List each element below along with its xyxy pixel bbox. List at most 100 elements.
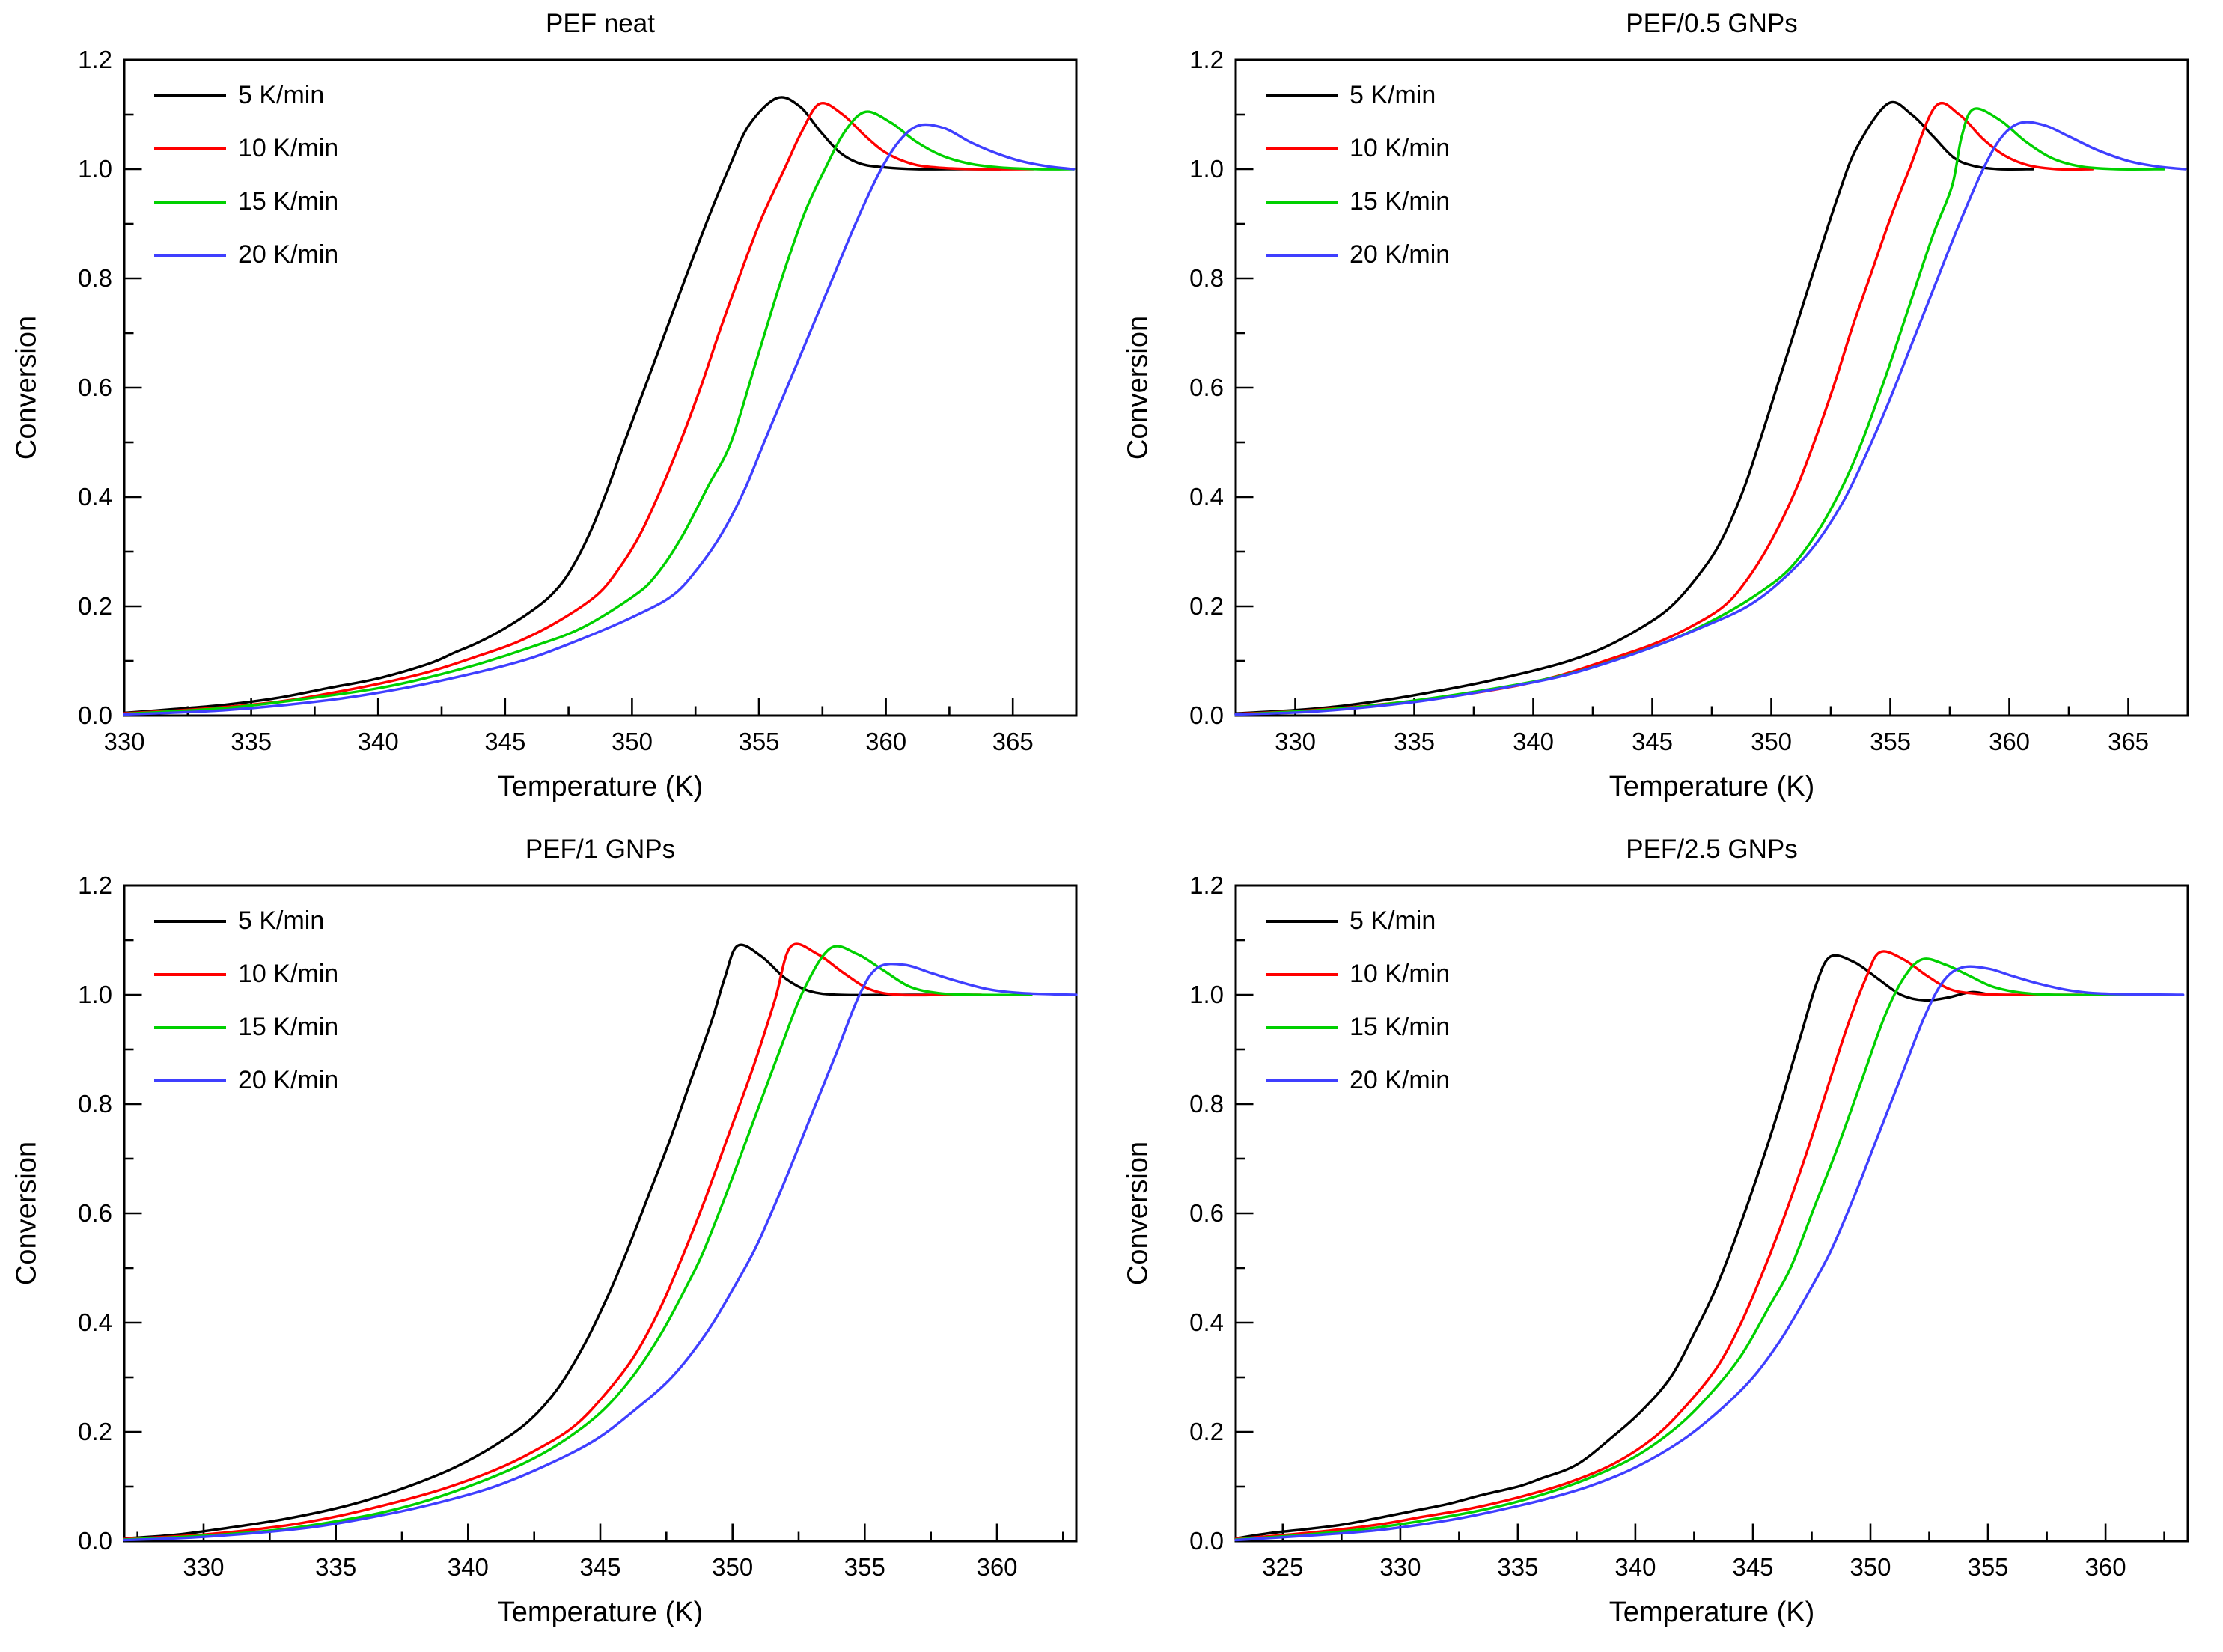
svg-text:0.8: 0.8 [1189,264,1224,292]
svg-text:1.0: 1.0 [1189,981,1224,1008]
chart-panel-pef-1-gnps: PEF/1 GNPs 330 335 340 345 350 355 360 0.0 0.2 0.… [0,826,1112,1651]
y-axis-label: Conversion [10,1141,43,1286]
svg-text:0.6: 0.6 [1189,374,1224,401]
svg-text:0.2: 0.2 [78,1418,112,1445]
legend-label: 20 K/min [1350,1066,1451,1094]
legend-item: 20 K/min [1266,1054,1450,1107]
chart-title: PEF/1 GNPs [525,835,676,864]
svg-text:0.6: 0.6 [78,1199,112,1227]
svg-text:340: 340 [358,728,399,755]
svg-text:0.4: 0.4 [1189,483,1224,510]
y-axis-label: Conversion [1122,1141,1154,1286]
svg-text:335: 335 [1497,1553,1538,1581]
svg-text:0.2: 0.2 [1189,1418,1224,1445]
legend-line-swatch [154,253,226,257]
chart-pef-25-gnps-plot: 325 330 335 340 345 350 355 360 0.0 0.2 0.4 0.6 0.8 1… [1189,871,2189,1581]
svg-text:335: 335 [231,728,272,755]
svg-text:360: 360 [865,728,906,755]
legend-label: 20 K/min [1350,240,1451,269]
chart-pef-05-gnps-plot: 330 335 340 345 350 355 360 365 0.0 0.2 0.4 0.6 0.8 1… [1189,46,2189,755]
svg-text:0.4: 0.4 [1189,1308,1224,1336]
svg-text:1.2: 1.2 [1189,46,1224,73]
svg-text:345: 345 [484,728,525,755]
svg-text:335: 335 [1394,728,1435,755]
y-axis-label: Conversion [1122,315,1154,460]
svg-text:345: 345 [1732,1553,1773,1581]
chart-panel-pef-neat: PEF neat 330 335 340 345 350 355 360 365 0.0 0.2 0… [0,0,1112,826]
legend-item: 20 K/min [154,228,338,281]
legend-label: 15 K/min [238,187,339,216]
svg-text:0.0: 0.0 [78,1527,112,1555]
legend-line-swatch [154,1025,226,1029]
svg-text:340: 340 [448,1553,489,1581]
svg-text:350: 350 [712,1553,753,1581]
svg-text:330: 330 [103,728,144,755]
legend-line-swatch [1266,972,1338,976]
svg-text:1.0: 1.0 [1189,155,1224,183]
svg-text:340: 340 [1614,1553,1656,1581]
svg-text:0.2: 0.2 [78,592,112,620]
legend-item: 20 K/min [1266,228,1450,281]
svg-text:350: 350 [1751,728,1792,755]
svg-text:0.0: 0.0 [78,701,112,729]
svg-text:345: 345 [1632,728,1673,755]
legend-line-swatch [154,972,226,976]
svg-text:0.0: 0.0 [1189,1527,1224,1555]
svg-text:1.0: 1.0 [78,981,112,1008]
legend-item: 10 K/min [1266,122,1450,175]
legend-label: 5 K/min [1350,906,1436,935]
legend-label: 5 K/min [1350,81,1436,109]
legend-label: 10 K/min [238,134,339,162]
chart-pef-neat-plot: 330 335 340 345 350 355 360 365 0.0 0.2 0.4 0.6 0.8 1… [78,46,1078,755]
svg-text:355: 355 [1870,728,1911,755]
chart-pef-1-gnps-plot: 330 335 340 345 350 355 360 0.0 0.2 0.4 0.6 0.8 1.0 1… [78,871,1078,1581]
legend-label: 20 K/min [238,240,339,269]
x-axis-label: Temperature (K) [497,1597,704,1628]
legend-line-swatch [1266,200,1338,204]
x-axis-label: Temperature (K) [1608,771,1815,802]
legend-label: 5 K/min [238,81,325,109]
legend: 5 K/min 10 K/min 15 K/min 20 K/min [1266,69,1450,281]
svg-text:330: 330 [1275,728,1316,755]
chart-title: PEF/0.5 GNPs [1626,9,1798,38]
legend-label: 10 K/min [1350,134,1451,162]
legend-line-swatch [1266,147,1338,150]
legend: 5 K/min 10 K/min 15 K/min 20 K/min [154,894,338,1107]
svg-text:335: 335 [315,1553,356,1581]
legend-label: 15 K/min [238,1013,339,1041]
svg-text:1.2: 1.2 [1189,871,1224,899]
legend-item: 10 K/min [154,122,338,175]
y-axis-label: Conversion [10,315,43,460]
legend-item: 15 K/min [1266,175,1450,228]
svg-text:365: 365 [992,728,1034,755]
legend-label: 5 K/min [238,906,325,935]
svg-text:360: 360 [976,1553,1017,1581]
svg-text:1.0: 1.0 [78,155,112,183]
legend-line-swatch [154,919,226,923]
legend-line-swatch [154,1079,226,1082]
svg-text:0.8: 0.8 [78,1090,112,1118]
svg-text:355: 355 [1967,1553,2008,1581]
legend-label: 10 K/min [1350,960,1451,988]
legend-label: 10 K/min [238,960,339,988]
legend-item: 5 K/min [154,894,338,948]
legend-line-swatch [154,147,226,150]
svg-text:345: 345 [579,1553,620,1581]
svg-text:350: 350 [612,728,653,755]
svg-text:330: 330 [1379,1553,1421,1581]
svg-text:355: 355 [738,728,779,755]
legend-line-swatch [1266,253,1338,257]
legend-line-swatch [154,94,226,97]
svg-text:0.4: 0.4 [78,483,112,510]
legend-item: 20 K/min [154,1054,338,1107]
legend-label: 15 K/min [1350,1013,1451,1041]
legend-item: 15 K/min [154,1001,338,1054]
svg-text:1.2: 1.2 [78,871,112,899]
svg-text:340: 340 [1513,728,1554,755]
svg-text:0.8: 0.8 [1189,1090,1224,1118]
svg-text:365: 365 [2108,728,2149,755]
legend-item: 5 K/min [1266,69,1450,122]
legend-line-swatch [154,200,226,204]
chart-title: PEF/2.5 GNPs [1626,835,1798,864]
legend-item: 10 K/min [154,948,338,1001]
